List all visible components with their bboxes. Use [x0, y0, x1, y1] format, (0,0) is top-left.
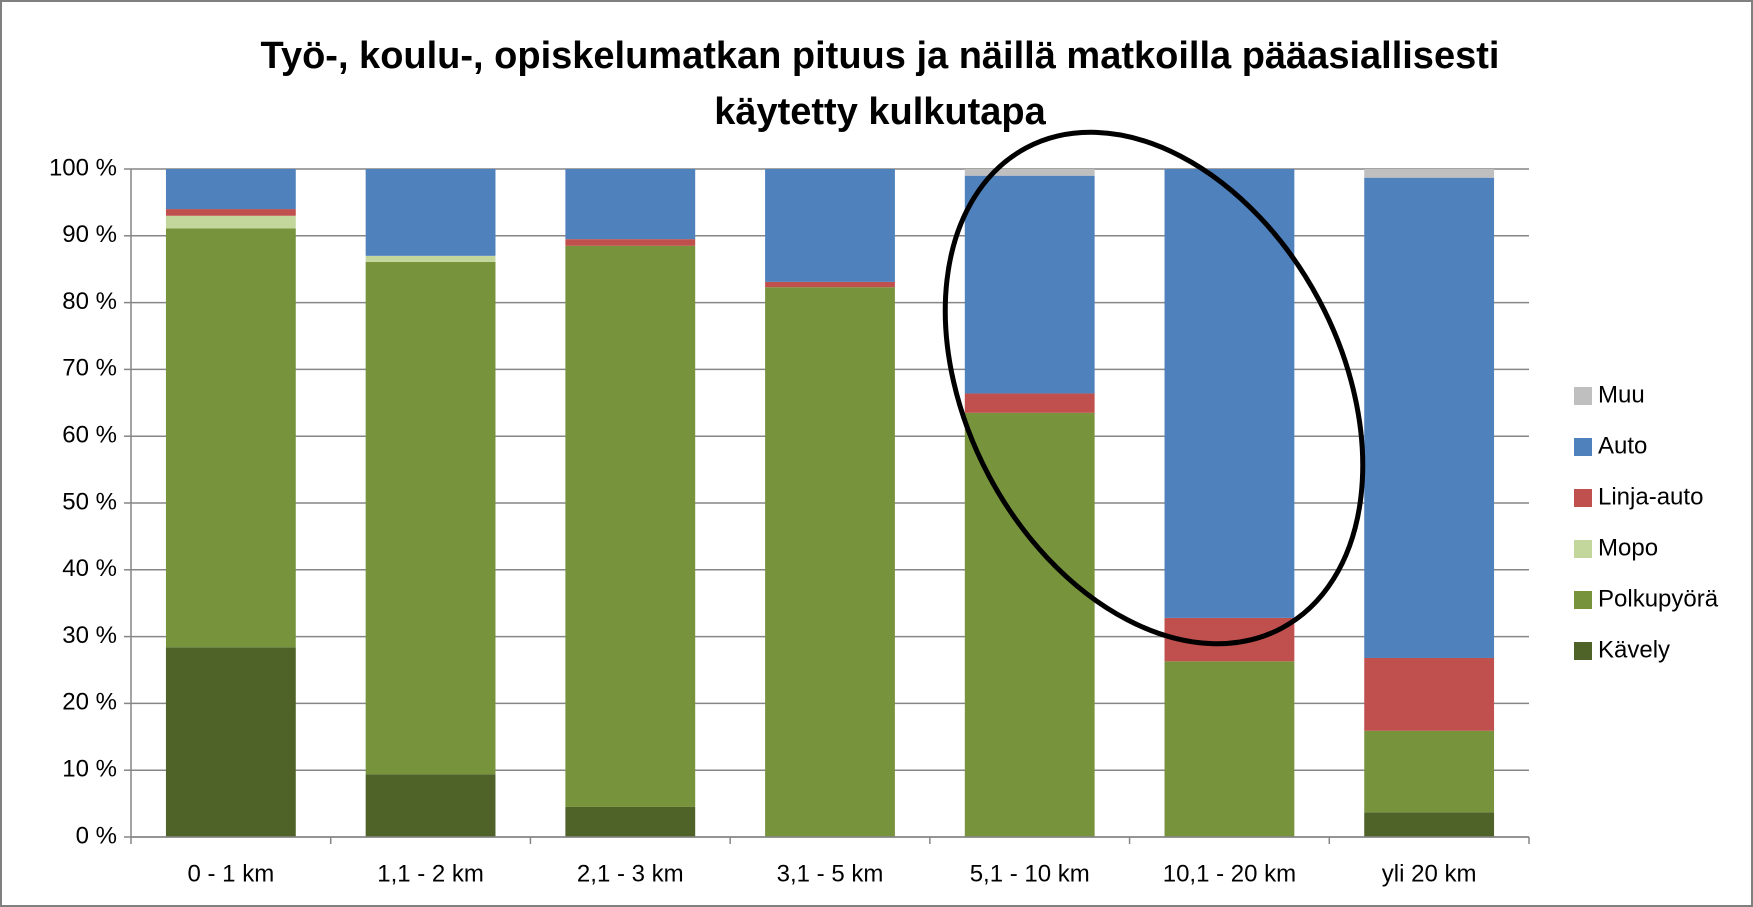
y-tick-label: 10 %: [62, 756, 117, 783]
legend-label: Muu: [1598, 381, 1645, 408]
x-tick-label: 10,1 - 20 km: [1163, 860, 1296, 887]
y-tick-label: 30 %: [62, 622, 117, 649]
bar-segment: [365, 255, 496, 262]
bar-segment: [1364, 177, 1495, 658]
legend-swatch: [1574, 489, 1592, 507]
bar-segment: [1364, 812, 1495, 837]
x-tick-label: 1,1 - 2 km: [377, 860, 484, 887]
x-tick-label: 3,1 - 5 km: [777, 860, 884, 887]
legend-swatch: [1574, 642, 1592, 660]
legend-label: Linja-auto: [1598, 483, 1703, 510]
bar-segment: [964, 393, 1095, 413]
bar-segment: [165, 228, 296, 648]
legend-swatch: [1574, 591, 1592, 609]
bar-segment: [964, 412, 1095, 837]
x-tick-label: 2,1 - 3 km: [577, 860, 684, 887]
legend-label: Mopo: [1598, 534, 1658, 561]
y-tick-label: 40 %: [62, 555, 117, 582]
legend-label: Auto: [1598, 432, 1647, 459]
bar-segment: [165, 169, 296, 210]
legend-swatch: [1574, 438, 1592, 456]
bar-segment: [565, 245, 696, 807]
y-tick-label: 80 %: [62, 288, 117, 315]
bar-segment: [365, 169, 496, 256]
y-tick-label: 0 %: [76, 822, 117, 849]
bar-segment: [765, 281, 895, 288]
x-tick-label: yli 20 km: [1382, 860, 1477, 887]
bar-segment: [964, 169, 1095, 176]
y-tick-label: 20 %: [62, 689, 117, 716]
bar-segment: [1164, 169, 1295, 618]
x-tick-label: 0 - 1 km: [188, 860, 275, 887]
y-tick-label: 60 %: [62, 422, 117, 449]
bar-segment: [365, 774, 496, 837]
bar-segment: [1364, 730, 1495, 813]
bar-segment: [765, 287, 895, 838]
chart-title: Työ-, koulu-, opiskelumatkan pituus ja n…: [260, 35, 1500, 133]
bar-segment: [1364, 169, 1495, 178]
y-tick-label: 70 %: [62, 355, 117, 382]
legend-label: Kävely: [1598, 636, 1670, 663]
annotation-ellipse: [942, 129, 1366, 647]
legend-swatch: [1574, 387, 1592, 405]
bar-segment: [365, 261, 496, 775]
bar-segment: [165, 215, 296, 229]
bar-segment: [1164, 661, 1295, 837]
bar-segment: [165, 647, 296, 837]
bar-segment: [765, 169, 895, 282]
x-tick-label: 5,1 - 10 km: [970, 860, 1090, 887]
bar-segment: [1364, 657, 1495, 731]
bar-segment: [565, 806, 696, 837]
y-tick-label: 90 %: [62, 221, 117, 248]
y-tick-label: 50 %: [62, 488, 117, 515]
y-tick-label: 100 %: [49, 154, 117, 181]
bar-segment: [165, 209, 296, 216]
bar-segment: [565, 169, 696, 240]
legend-swatch: [1574, 540, 1592, 558]
legend-label: Polkupyörä: [1598, 585, 1719, 612]
bar-segment: [964, 175, 1095, 394]
bar-segment: [565, 239, 696, 246]
